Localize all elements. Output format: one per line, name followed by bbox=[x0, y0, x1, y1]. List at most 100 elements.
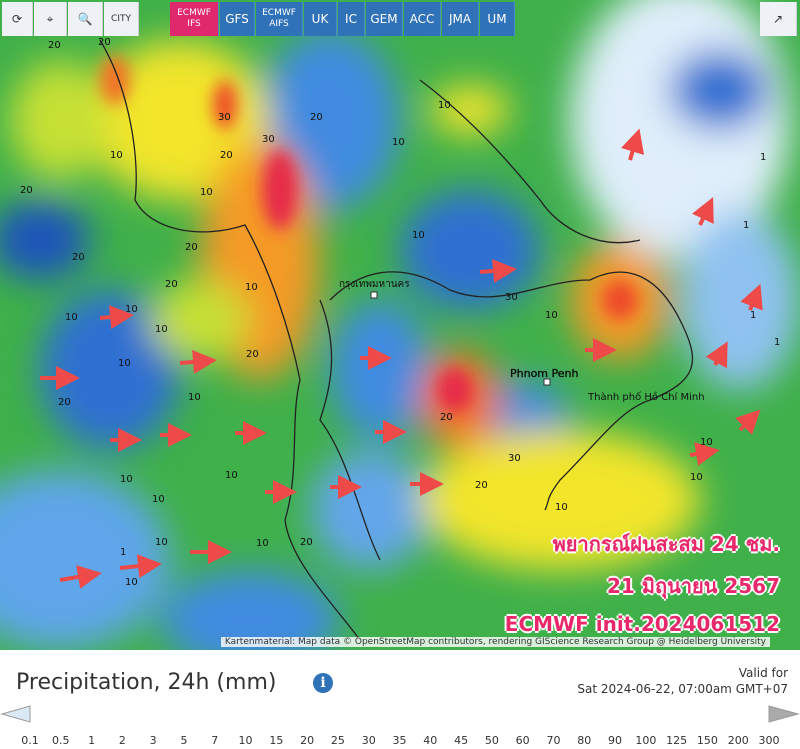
panel-title: Precipitation, 24h (mm) bbox=[16, 670, 277, 695]
model-tab[interactable]: JMA bbox=[442, 2, 479, 36]
legend-label: 80 bbox=[577, 734, 591, 747]
contour-label: 10 bbox=[225, 470, 238, 481]
legend-min-arrow bbox=[0, 705, 31, 723]
contour-label: 20 bbox=[220, 150, 233, 161]
legend-label: 70 bbox=[546, 734, 560, 747]
legend-label: 25 bbox=[331, 734, 345, 747]
contour-label: 10 bbox=[155, 324, 168, 335]
legend-label: 1 bbox=[88, 734, 95, 747]
overlay-date: 21 มิถุนายน 2567 bbox=[606, 574, 780, 598]
model-tab[interactable]: ECMWF AIFS bbox=[256, 2, 303, 36]
map-canvas: 20 20 10 20 30 30 20 20 10 10 10 20 20 10 20 10 10 10 10 10… bbox=[0, 0, 800, 650]
contour-label: 20 bbox=[310, 112, 323, 123]
contour-label: 10 bbox=[188, 392, 201, 403]
legend-label: 200 bbox=[728, 734, 749, 747]
legend-label: 50 bbox=[485, 734, 499, 747]
legend-label: 2 bbox=[119, 734, 126, 747]
contour-labels: 20 20 10 20 30 30 20 20 10 10 10 20 20 10 20 10 10 10 10 10… bbox=[20, 37, 780, 588]
legend-label: 3 bbox=[150, 734, 157, 747]
overlay-title: พยากรณ์ฝนสะสม 24 ชม. bbox=[552, 532, 780, 556]
legend-label: 40 bbox=[423, 734, 437, 747]
contour-label: 10 bbox=[125, 304, 138, 315]
legend-label: 300 bbox=[759, 734, 780, 747]
attribution: Kartenmaterial: Map data © OpenStreetMap… bbox=[220, 637, 770, 647]
contour-label: 20 bbox=[185, 242, 198, 253]
contour-label: 20 bbox=[475, 480, 488, 491]
contour-label: 10 bbox=[256, 538, 269, 549]
contour-label: 10 bbox=[545, 310, 558, 321]
contour-label: 10 bbox=[555, 502, 568, 513]
contour-label: 20 bbox=[72, 252, 85, 263]
place-label: กรุงเทพมหานคร bbox=[339, 279, 410, 290]
contour-label: 10 bbox=[245, 282, 258, 293]
contour-label: 1 bbox=[120, 547, 126, 558]
legend-label: 20 bbox=[300, 734, 314, 747]
contour-label: 1 bbox=[774, 337, 780, 348]
legend-label: 150 bbox=[697, 734, 718, 747]
contour-label: 10 bbox=[200, 187, 213, 198]
legend-label: 15 bbox=[269, 734, 283, 747]
legend-label: 7 bbox=[211, 734, 218, 747]
contour-label: 1 bbox=[750, 310, 756, 321]
model-tab[interactable]: GFS bbox=[220, 2, 255, 36]
legend-label: 100 bbox=[635, 734, 656, 747]
info-panel: Precipitation, 24h (mm) i Valid for Sat … bbox=[0, 650, 800, 749]
legend-label: 125 bbox=[666, 734, 687, 747]
contour-label: 10 bbox=[110, 150, 123, 161]
legend-label: 0.5 bbox=[52, 734, 70, 747]
contour-label: 20 bbox=[48, 40, 61, 51]
model-tab[interactable]: IC bbox=[338, 2, 365, 36]
zoom-button[interactable]: 🔍 bbox=[68, 2, 103, 36]
model-tab[interactable]: UK bbox=[304, 2, 337, 36]
map[interactable]: 20 20 10 20 30 30 20 20 10 10 10 20 20 10 20 10 10 10 10 10… bbox=[0, 0, 800, 650]
contour-label: 1 bbox=[743, 220, 749, 231]
contour-label: 20 bbox=[300, 537, 313, 548]
contour-label: 10 bbox=[125, 577, 138, 588]
legend-label: 10 bbox=[239, 734, 253, 747]
legend-label: 30 bbox=[362, 734, 376, 747]
contour-label: 10 bbox=[700, 437, 713, 448]
contour-label: 10 bbox=[690, 472, 703, 483]
contour-label: 10 bbox=[392, 137, 405, 148]
place-label: Phnom Penh bbox=[510, 367, 578, 380]
legend-label: 5 bbox=[180, 734, 187, 747]
city-button[interactable]: CITY bbox=[104, 2, 139, 36]
contour-label: 20 bbox=[58, 397, 71, 408]
contour-label: 1 bbox=[760, 152, 766, 163]
model-tab[interactable]: ACC bbox=[404, 2, 441, 36]
refresh-button[interactable]: ⟳ bbox=[2, 2, 33, 36]
valid-label: Valid for bbox=[738, 666, 788, 680]
contour-label: 30 bbox=[218, 112, 231, 123]
legend-label: 0.1 bbox=[21, 734, 39, 747]
places: กรุงเทพมหานคร Phnom Penh Thành phố Hồ Ch… bbox=[339, 279, 705, 403]
info-button[interactable]: i bbox=[313, 673, 333, 693]
contour-label: 30 bbox=[262, 134, 275, 145]
wind-arrows bbox=[40, 128, 763, 589]
contour-label: 10 bbox=[65, 312, 78, 323]
share-button[interactable]: ↗ bbox=[760, 2, 797, 36]
location-button[interactable]: ⌖ bbox=[34, 2, 67, 36]
legend-label: 60 bbox=[516, 734, 530, 747]
legend-max-arrow bbox=[768, 705, 800, 723]
contour-label: 30 bbox=[508, 453, 521, 464]
legend-label: 45 bbox=[454, 734, 468, 747]
contour-label: 20 bbox=[98, 37, 111, 48]
contour-label: 20 bbox=[246, 349, 259, 360]
model-tab[interactable]: UM bbox=[480, 2, 515, 36]
legend-label: 35 bbox=[393, 734, 407, 747]
contour-label: 20 bbox=[20, 185, 33, 196]
contour-label: 20 bbox=[165, 279, 178, 290]
contour-label: 10 bbox=[412, 230, 425, 241]
model-tab[interactable]: ECMWF IFS bbox=[170, 2, 219, 36]
contour-label: 30 bbox=[505, 292, 518, 303]
contour-label: 20 bbox=[440, 412, 453, 423]
contour-label: 10 bbox=[118, 358, 131, 369]
contour-label: 10 bbox=[152, 494, 165, 505]
contour-label: 10 bbox=[155, 537, 168, 548]
legend: 0.1 0.5 1 2 3 5 7 10 15 20 25 30 35 40 45 50 60 70 80 90 100… bbox=[0, 705, 800, 747]
valid-time: Sat 2024-06-22, 07:00am GMT+07 bbox=[577, 682, 788, 696]
borders bbox=[99, 39, 694, 641]
contour-label: 10 bbox=[120, 474, 133, 485]
model-tab[interactable]: GEM bbox=[366, 2, 403, 36]
